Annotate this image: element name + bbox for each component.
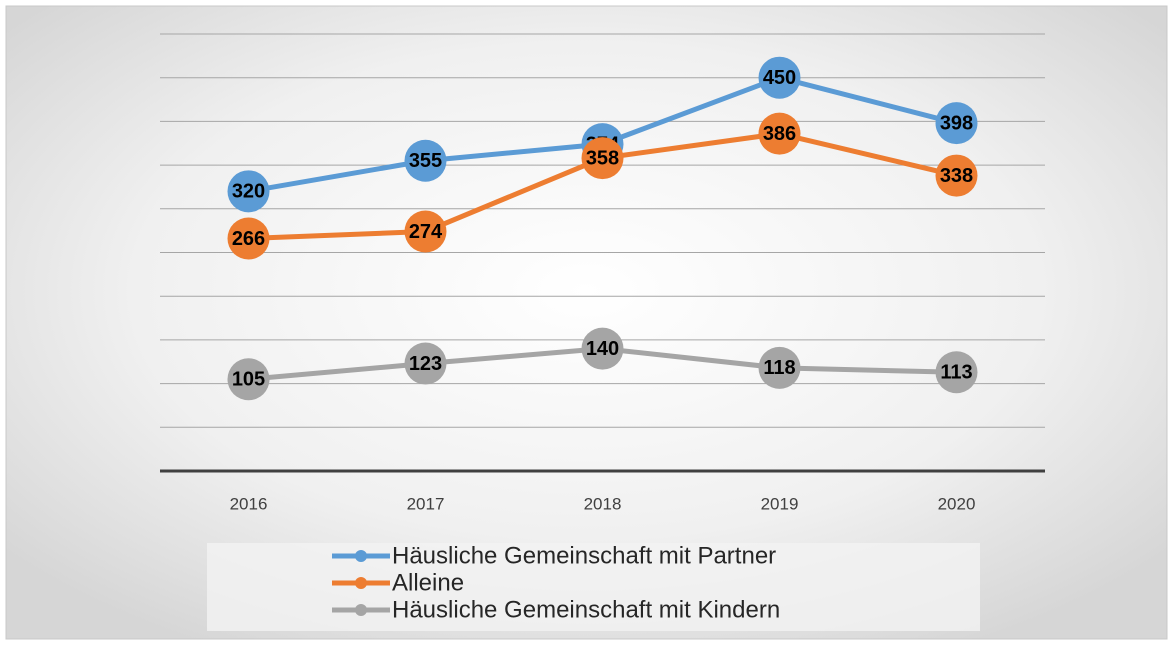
x-tick-label: 2017	[407, 494, 445, 513]
x-tick-label: 2018	[584, 494, 622, 513]
legend-label: Alleine	[392, 569, 464, 596]
marker	[227, 217, 270, 260]
marker	[935, 154, 978, 197]
data-label: 113	[940, 362, 972, 384]
legend-marker	[355, 550, 367, 562]
data-label: 358	[586, 147, 619, 169]
data-label: 398	[940, 112, 973, 134]
data-label: 386	[763, 123, 796, 145]
marker	[404, 210, 447, 253]
marker	[581, 137, 624, 180]
data-label: 140	[586, 338, 619, 360]
x-tick-label: 2019	[761, 494, 799, 513]
legend-marker	[355, 604, 367, 616]
data-label: 118	[763, 357, 795, 379]
x-tick-label: 2020	[938, 494, 976, 513]
marker	[404, 139, 447, 182]
marker	[227, 170, 270, 213]
marker	[935, 351, 978, 394]
legend-label: Häusliche Gemeinschaft mit Partner	[392, 542, 776, 569]
data-label: 320	[232, 181, 265, 203]
data-label: 266	[232, 228, 265, 250]
data-label: 355	[409, 150, 442, 172]
data-label: 450	[763, 67, 796, 89]
legend-label: Häusliche Gemeinschaft mit Kindern	[392, 596, 780, 623]
x-tick-label: 2016	[230, 494, 268, 513]
legend-marker	[355, 577, 367, 589]
data-label: 123	[409, 353, 442, 375]
data-label: 105	[232, 369, 265, 391]
data-label: 338	[940, 165, 973, 187]
marker	[758, 112, 801, 155]
data-label: 274	[409, 221, 443, 243]
marker	[935, 102, 978, 145]
marker	[758, 56, 801, 99]
marker	[758, 346, 801, 389]
marker	[404, 342, 447, 385]
marker	[227, 358, 270, 401]
marker	[581, 327, 624, 370]
